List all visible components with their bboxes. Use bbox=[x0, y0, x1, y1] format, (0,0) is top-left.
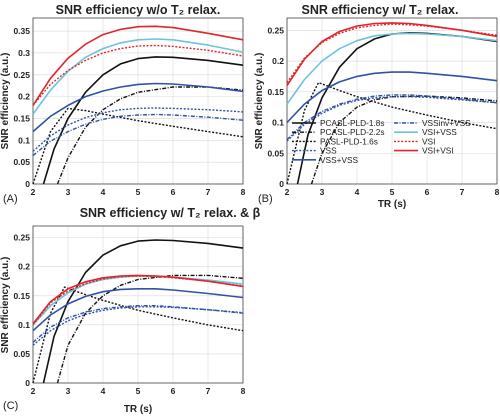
plot-frame bbox=[32, 17, 244, 185]
x-axis-label: TR (s) bbox=[378, 199, 406, 210]
y-tick-label: 0.05 bbox=[13, 349, 30, 359]
series-line-vsivsi bbox=[286, 22, 498, 87]
series-line-vss bbox=[32, 306, 244, 346]
panel-label: (B) bbox=[258, 193, 273, 205]
legend-label-pcasl18: PCASL-PLD-1.8s bbox=[320, 118, 385, 128]
x-tick-label: 5 bbox=[136, 187, 141, 197]
legend-label-vssvss: VSS+VSS bbox=[320, 155, 359, 165]
series-line-vss bbox=[286, 95, 498, 142]
x-tick-label: 2 bbox=[285, 187, 290, 197]
series-line-vssvss bbox=[32, 287, 244, 332]
y-tick-label: 0.1 bbox=[18, 320, 30, 330]
y-tick-label: 0.25 bbox=[13, 233, 30, 243]
x-tick-label: 3 bbox=[66, 187, 71, 197]
series-line-pasl16 bbox=[32, 286, 244, 384]
y-tick-label: 0.35 bbox=[13, 26, 30, 36]
x-tick-label: 8 bbox=[495, 187, 500, 197]
x-tick-label: 2 bbox=[31, 187, 36, 197]
legend-label-vssinv: VSSinv+VSS bbox=[422, 118, 471, 128]
x-tick-label: 8 bbox=[241, 386, 246, 396]
panel-1: 2 3 4 5 6 7 8 0 0.05 0.1 0.15 0.2 0.25 0.3 0.35 SNR eff… bbox=[0, 3, 246, 205]
panel-2: 2 3 4 5 6 7 8 0 0.05 0.1 0.15 0.2 0.25 SNR efficiency… bbox=[254, 3, 500, 210]
series-line-vssvss bbox=[32, 82, 244, 133]
y-tick-label: 0 bbox=[25, 179, 30, 189]
y-axis-label: SNR efficiency (a.u.) bbox=[0, 53, 11, 150]
x-tick-label: 4 bbox=[101, 187, 106, 197]
x-tick-label: 7 bbox=[460, 187, 465, 197]
legend-label-vsi: VSI bbox=[422, 136, 435, 146]
legend: PCASL-PLD-1.8sPCASL-PLD-2.2sPASL-PLD-1.6… bbox=[292, 118, 471, 165]
x-tick-label: 2 bbox=[31, 386, 36, 396]
y-tick-label: 0.15 bbox=[13, 291, 30, 301]
chart-title: SNR efficiency w/o T₂ relax. bbox=[56, 3, 221, 17]
series-line-vssinv bbox=[32, 113, 244, 157]
x-tick-label: 3 bbox=[66, 386, 71, 396]
x-tick-label: 6 bbox=[425, 187, 430, 197]
x-tick-label: 6 bbox=[171, 386, 176, 396]
legend-label-vss: VSS bbox=[320, 146, 337, 156]
chart-title: SNR efficiency w/ T₂ relax. bbox=[301, 3, 458, 17]
series-line-vsivsi bbox=[32, 25, 244, 106]
x-tick-label: 4 bbox=[101, 386, 106, 396]
series-line-vsivss bbox=[286, 32, 498, 105]
panel-label: (A) bbox=[3, 193, 18, 205]
series-line-vss bbox=[32, 107, 244, 152]
series-line-pcasl18 bbox=[42, 239, 244, 384]
x-tick-label: 3 bbox=[320, 187, 325, 197]
series-line-pasl16 bbox=[286, 81, 498, 185]
legend-label-vsivsi: VSI+VSI bbox=[422, 146, 454, 156]
x-tick-label: 8 bbox=[241, 187, 246, 197]
series-line-vssvss bbox=[286, 71, 498, 124]
y-tick-label: 0.25 bbox=[267, 25, 284, 35]
x-tick-label: 7 bbox=[206, 187, 211, 197]
y-tick-label: 0 bbox=[25, 378, 30, 388]
panel-label: (C) bbox=[3, 400, 18, 412]
y-tick-label: 0.2 bbox=[272, 56, 284, 66]
y-tick-label: 0 bbox=[279, 179, 284, 189]
series-line-vsivsi bbox=[32, 274, 244, 325]
x-tick-label: 5 bbox=[136, 386, 141, 396]
y-tick-label: 0.05 bbox=[13, 157, 30, 167]
y-tick-label: 0.05 bbox=[267, 148, 284, 158]
legend-label-pcasl22: PCASL-PLD-2.2s bbox=[320, 127, 385, 137]
plot-frame bbox=[32, 225, 244, 384]
x-tick-label: 7 bbox=[206, 386, 211, 396]
series-line-vssinv bbox=[286, 94, 498, 141]
y-axis-label: SNR efficiency (a.u.) bbox=[0, 257, 11, 354]
y-tick-label: 0.25 bbox=[13, 70, 30, 80]
series-line-pcasl22 bbox=[56, 274, 244, 384]
y-tick-label: 0.2 bbox=[18, 92, 30, 102]
series-line-pasl16 bbox=[32, 107, 244, 185]
y-tick-label: 0.1 bbox=[18, 135, 30, 145]
legend-label-vsivss: VSI+VSS bbox=[422, 127, 457, 137]
x-tick-label: 5 bbox=[390, 187, 395, 197]
series-line-vsivss bbox=[32, 38, 244, 115]
y-tick-label: 0.2 bbox=[18, 262, 30, 272]
chart-title: SNR efficiency w/ T₂ relax. & β bbox=[80, 206, 261, 220]
series-line-pcasl22 bbox=[56, 86, 244, 185]
panel-3: 2 3 4 5 6 7 8 0 0.05 0.1 0.15 0.2 0.25 SNR efficiency… bbox=[0, 206, 261, 415]
y-tick-label: 0.15 bbox=[13, 113, 30, 123]
y-axis-label: SNR efficiency (a.u.) bbox=[254, 53, 265, 150]
y-tick-label: 0.1 bbox=[272, 118, 284, 128]
x-axis-label: TR (s) bbox=[124, 404, 152, 415]
x-tick-label: 4 bbox=[355, 187, 360, 197]
legend-label-pasl16: PASL-PLD-1.6s bbox=[320, 136, 378, 146]
x-tick-label: 6 bbox=[171, 187, 176, 197]
series-line-vssinv bbox=[32, 305, 244, 343]
series-line-pcasl22 bbox=[310, 95, 498, 185]
y-tick-label: 0.3 bbox=[18, 48, 30, 58]
y-tick-label: 0.15 bbox=[267, 87, 284, 97]
